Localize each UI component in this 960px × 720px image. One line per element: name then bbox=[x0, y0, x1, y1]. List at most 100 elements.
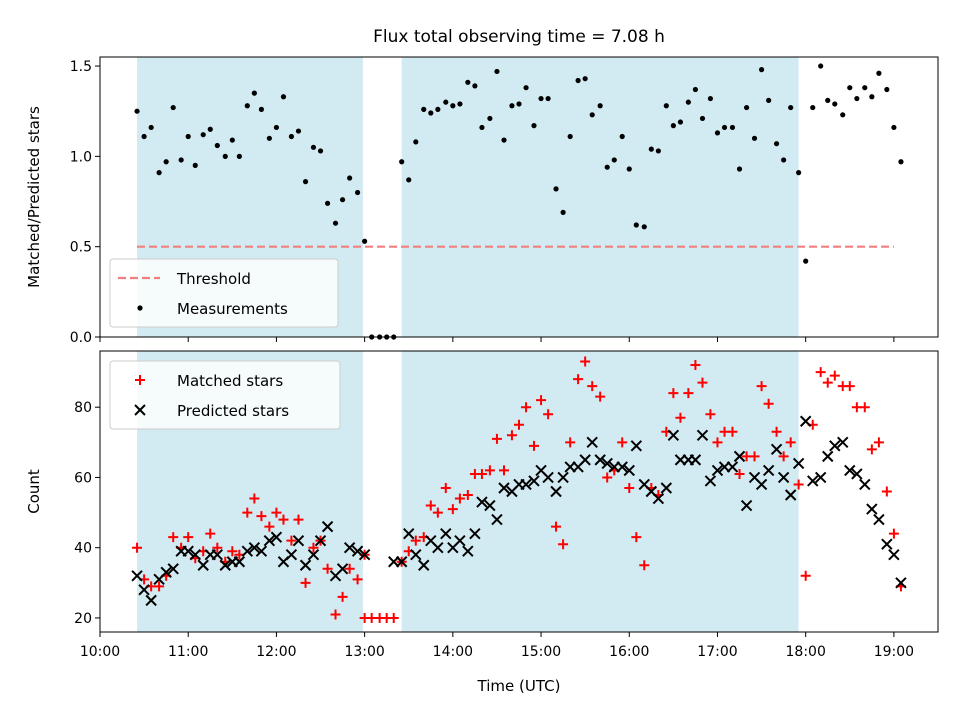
data-point bbox=[182, 545, 194, 557]
data-point bbox=[862, 85, 868, 91]
data-point bbox=[837, 436, 849, 449]
y-tick-label: 1.0 bbox=[70, 149, 92, 165]
data-point bbox=[895, 577, 907, 589]
data-point bbox=[550, 485, 562, 498]
data-point bbox=[873, 437, 884, 448]
data-point bbox=[413, 139, 419, 145]
data-point bbox=[726, 461, 739, 473]
data-point bbox=[777, 471, 790, 484]
data-point bbox=[332, 220, 339, 226]
data-point bbox=[814, 471, 827, 484]
data-point bbox=[799, 415, 812, 427]
data-point bbox=[432, 541, 444, 554]
data-point bbox=[565, 437, 576, 448]
data-point bbox=[241, 545, 254, 557]
x-tick-label: 13:00 bbox=[344, 644, 384, 660]
data-point bbox=[800, 570, 811, 581]
data-point bbox=[343, 541, 356, 554]
data-point bbox=[494, 68, 500, 75]
data-point bbox=[763, 398, 774, 409]
data-point bbox=[278, 514, 289, 525]
data-point bbox=[314, 534, 327, 547]
data-point bbox=[675, 412, 686, 423]
data-point bbox=[299, 559, 312, 571]
data-point bbox=[579, 454, 591, 466]
data-point bbox=[249, 493, 260, 504]
data-point bbox=[623, 464, 635, 477]
data-point bbox=[652, 492, 665, 505]
data-point bbox=[891, 124, 897, 131]
data-point bbox=[667, 429, 680, 442]
data-point bbox=[869, 94, 875, 100]
data-point bbox=[531, 123, 537, 129]
data-point bbox=[602, 472, 613, 483]
data-point bbox=[825, 97, 831, 103]
y-tick-label: 0.0 bbox=[70, 330, 92, 346]
data-point bbox=[160, 566, 172, 578]
data-point bbox=[167, 563, 179, 575]
data-point bbox=[244, 103, 250, 109]
data-point bbox=[818, 63, 824, 69]
data-point bbox=[793, 479, 804, 490]
data-point bbox=[491, 433, 502, 444]
data-point bbox=[457, 101, 463, 107]
data-point bbox=[321, 520, 334, 533]
x-tick-label: 11:00 bbox=[168, 644, 208, 660]
data-point bbox=[310, 144, 317, 150]
data-point bbox=[462, 545, 474, 557]
data-point bbox=[255, 545, 268, 557]
data-point bbox=[751, 135, 758, 141]
data-point bbox=[771, 426, 782, 437]
data-point bbox=[148, 124, 154, 131]
data-point bbox=[567, 133, 573, 140]
data-point bbox=[685, 99, 691, 105]
data-point bbox=[784, 489, 797, 501]
data-point bbox=[844, 381, 855, 392]
data-point bbox=[619, 133, 625, 140]
data-point bbox=[362, 238, 368, 244]
data-point bbox=[214, 142, 220, 149]
data-point bbox=[212, 542, 223, 553]
data-point bbox=[560, 209, 566, 215]
data-point bbox=[840, 112, 846, 118]
data-point bbox=[491, 513, 503, 526]
y-tick-label: 0.5 bbox=[70, 240, 92, 256]
count-panel: 20 40 60 80 10:00 11:00 12:00 13:00 14:00 15:00 16… bbox=[25, 350, 939, 660]
data-point bbox=[630, 440, 643, 452]
legend-label: Matched stars bbox=[177, 372, 283, 390]
data-point bbox=[205, 528, 216, 539]
data-point bbox=[580, 356, 591, 367]
data-point bbox=[156, 170, 162, 176]
data-point bbox=[344, 563, 355, 574]
data-point bbox=[762, 464, 775, 477]
data-point bbox=[803, 258, 809, 264]
data-point bbox=[317, 148, 324, 154]
data-point bbox=[881, 486, 892, 497]
data-point bbox=[523, 85, 529, 91]
data-point bbox=[168, 532, 179, 543]
data-point bbox=[829, 440, 841, 452]
data-point bbox=[236, 153, 242, 159]
data-point bbox=[295, 128, 302, 134]
data-point bbox=[815, 367, 826, 378]
data-point bbox=[256, 511, 267, 522]
data-point bbox=[406, 177, 412, 183]
data-point bbox=[336, 563, 349, 575]
data-point bbox=[476, 496, 488, 508]
data-point bbox=[264, 521, 275, 532]
data-point bbox=[866, 503, 878, 515]
data-point bbox=[575, 77, 581, 84]
data-point bbox=[551, 521, 562, 532]
data-point bbox=[829, 370, 840, 381]
data-point bbox=[689, 454, 702, 466]
data-point bbox=[851, 468, 863, 480]
x-tick-label: 15:00 bbox=[521, 644, 561, 660]
data-point bbox=[601, 457, 613, 470]
data-point bbox=[796, 170, 802, 176]
data-point bbox=[178, 157, 184, 163]
data-point bbox=[881, 538, 893, 550]
data-point bbox=[624, 482, 635, 493]
data-point bbox=[589, 112, 595, 118]
legend-label: Threshold bbox=[176, 270, 251, 288]
